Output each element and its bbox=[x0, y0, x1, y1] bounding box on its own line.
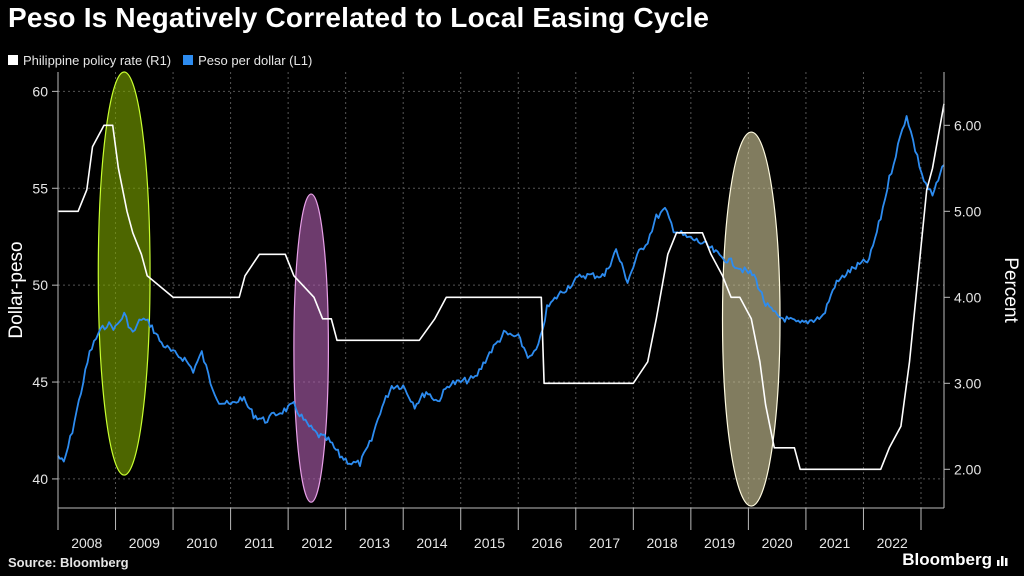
y-axis-label-left: Dollar-peso bbox=[6, 241, 27, 338]
x-tick-label: 2021 bbox=[819, 535, 850, 551]
x-tick-label: 2013 bbox=[359, 535, 390, 551]
chart-title: Peso Is Negatively Correlated to Local E… bbox=[8, 2, 710, 33]
y-tick-label-left: 40 bbox=[32, 471, 48, 487]
x-tick-label: 2019 bbox=[704, 535, 735, 551]
highlight-ellipse-pink bbox=[293, 193, 330, 503]
x-tick-label: 2022 bbox=[877, 535, 908, 551]
brand-logo: Bloomberg bbox=[902, 550, 1010, 570]
legend-item-peso: Peso per dollar (L1) bbox=[183, 53, 312, 68]
grid-lines bbox=[58, 72, 944, 508]
x-tick-label: 2012 bbox=[301, 535, 332, 551]
brand-name: Bloomberg bbox=[902, 550, 992, 569]
source-note: Source: Bloomberg bbox=[8, 555, 129, 570]
x-tick-label: 2017 bbox=[589, 535, 620, 551]
y-tick-label-left: 60 bbox=[32, 83, 48, 99]
x-tick-label: 2009 bbox=[129, 535, 160, 551]
chart-legend: Philippine policy rate (R1) Peso per dol… bbox=[8, 50, 324, 70]
legend-swatch-peso bbox=[183, 55, 194, 65]
highlight-ellipses bbox=[97, 71, 781, 507]
legend-item-policy-rate: Philippine policy rate (R1) bbox=[8, 53, 171, 68]
y-tick-label-right: 2.00 bbox=[954, 461, 981, 477]
x-tick-label: 2016 bbox=[531, 535, 562, 551]
x-tick-label: 2020 bbox=[762, 535, 793, 551]
y-tick-label-right: 4.00 bbox=[954, 289, 981, 305]
y-tick-label-right: 3.00 bbox=[954, 375, 981, 391]
y-tick-label-left: 50 bbox=[32, 277, 48, 293]
y-tick-label-right: 6.00 bbox=[954, 117, 981, 133]
y-tick-label-right: 5.00 bbox=[954, 203, 981, 219]
x-tick-label: 2010 bbox=[186, 535, 217, 551]
legend-swatch-policy-rate bbox=[8, 55, 18, 65]
bar-chart-icon bbox=[997, 556, 1008, 566]
series-line-policy-rate bbox=[58, 103, 945, 471]
series-line-peso bbox=[57, 115, 945, 467]
x-tick-label: 2008 bbox=[71, 535, 102, 551]
series-lines bbox=[57, 103, 945, 471]
y-tick-label-left: 55 bbox=[32, 180, 48, 196]
y-tick-label-left: 45 bbox=[32, 374, 48, 390]
axes: 2008 2009 2010 2011 2012 2013 2014 2015 2016 2017… bbox=[32, 72, 981, 551]
x-tick-label: 2011 bbox=[244, 535, 274, 551]
highlight-ellipse-green bbox=[97, 71, 151, 476]
y-axis-label-right: Percent bbox=[1000, 257, 1021, 323]
legend-label-policy-rate: Philippine policy rate (R1) bbox=[23, 52, 172, 68]
x-tick-label: 2015 bbox=[474, 535, 505, 551]
x-tick-label: 2018 bbox=[647, 535, 678, 551]
legend-label-peso: Peso per dollar (L1) bbox=[198, 52, 313, 68]
x-tick-label: 2014 bbox=[416, 535, 447, 551]
